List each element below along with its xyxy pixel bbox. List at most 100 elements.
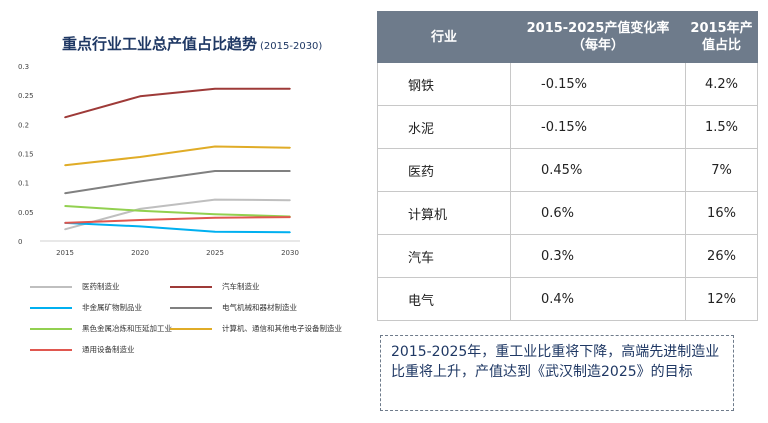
legend-item: 非金属矿物制品业 (30, 302, 142, 313)
legend-swatch (170, 328, 212, 330)
table-cell: 16% (685, 191, 758, 235)
data-point (64, 205, 66, 207)
data-point (214, 213, 216, 215)
legend-label: 计算机、通信和其他电子设备制造业 (222, 324, 342, 333)
table-cell: 12% (685, 277, 758, 321)
y-tick-label: 0.15 (18, 151, 34, 159)
y-tick-label: 0.1 (18, 180, 29, 188)
data-point (139, 180, 141, 183)
table-cell: -0.15% (510, 62, 686, 106)
series-line (64, 87, 290, 119)
table-cell: 0.4% (510, 277, 686, 321)
y-tick-label: 0.05 (18, 209, 34, 217)
data-point (214, 198, 216, 201)
data-point (139, 156, 141, 158)
industry-table: 行业 2015-2025产值变化率（每年） 2015年产值占比 钢铁 -0.15%… (377, 11, 758, 321)
data-point (289, 146, 291, 149)
table-row: 计算机 0.6% 16% (377, 191, 758, 235)
y-tick-label: 0 (18, 238, 22, 246)
table-row: 钢铁 -0.15% 4.2% (377, 62, 758, 106)
series-line (64, 216, 291, 224)
table-row: 水泥 -0.15% 1.5% (377, 105, 758, 149)
table-cell: 水泥 (377, 105, 511, 149)
data-point (214, 87, 216, 90)
table-cell: -0.15% (510, 105, 686, 149)
legend-label: 电气机械和器材制造业 (222, 303, 297, 312)
data-point (214, 230, 216, 233)
legend-swatch (30, 286, 72, 288)
table-cell: 7% (685, 148, 758, 192)
table-header-row: 行业 2015-2025产值变化率（每年） 2015年产值占比 (377, 11, 758, 63)
legend-item: 电气机械和器材制造业 (170, 302, 297, 313)
table-cell: 0.3% (510, 234, 686, 278)
table-cell: 0.45% (510, 148, 686, 192)
legend-swatch (30, 328, 72, 330)
data-point (64, 116, 66, 119)
table-cell: 电气 (377, 277, 511, 321)
legend-label: 非金属矿物制品业 (82, 303, 142, 312)
table-cell: 医药 (377, 148, 511, 192)
table-cell: 1.5% (685, 105, 758, 149)
summary-box: 2015-2025年，重工业比重将下降，高端先进制造业比重将上升，产值达到《武汉… (380, 335, 734, 411)
data-point (139, 219, 141, 221)
legend-label: 通用设备制造业 (82, 345, 135, 354)
y-tick-label: 0.3 (18, 63, 29, 71)
legend-label: 黑色金属冶炼和压延加工业 (82, 324, 172, 333)
x-tick-label: 2025 (206, 249, 224, 257)
legend-item: 通用设备制造业 (30, 344, 135, 355)
y-tick-label: 0.2 (18, 121, 29, 129)
legend-swatch (30, 349, 72, 351)
legend-label: 医药制造业 (82, 282, 120, 291)
data-point (64, 192, 66, 194)
x-tick-label: 2020 (131, 249, 149, 257)
data-point (139, 225, 141, 228)
data-point (214, 145, 216, 148)
chart-title: 重点行业工业总产值占比趋势 (2015-2030) (62, 35, 323, 53)
y-tick-label: 0.25 (18, 92, 34, 100)
series-line (64, 198, 291, 231)
data-point (64, 228, 66, 231)
summary-text: 2015-2025年，重工业比重将下降，高端先进制造业比重将上升，产值达到《武汉… (391, 344, 720, 380)
data-point (289, 199, 291, 201)
table-header: 行业 (377, 11, 511, 63)
data-point (214, 170, 216, 172)
series-line (64, 170, 290, 195)
table-cell: 汽车 (377, 234, 511, 278)
data-point (139, 95, 141, 98)
table-header: 2015年产值占比 (685, 11, 758, 63)
chart-panel: 重点行业工业总产值占比趋势 (2015-2030) 0 0.05 0.1 0.15 0.2… (0, 0, 360, 423)
data-point (289, 170, 291, 172)
x-tick-label: 2015 (56, 249, 74, 257)
legend-item: 黑色金属冶炼和压延加工业 (30, 323, 172, 334)
table-cell: 钢铁 (377, 62, 511, 106)
data-point (139, 208, 141, 210)
data-point (289, 231, 291, 234)
legend-label: 汽车制造业 (222, 282, 260, 291)
data-point (64, 164, 66, 166)
legend-swatch (170, 286, 212, 288)
legend-item: 计算机、通信和其他电子设备制造业 (170, 323, 342, 334)
legend-item: 汽车制造业 (170, 281, 260, 292)
series-line (64, 145, 291, 167)
table-row: 汽车 0.3% 26% (377, 234, 758, 278)
legend-item: 医药制造业 (30, 281, 120, 292)
data-point (289, 87, 291, 90)
legend-swatch (170, 307, 212, 309)
table-cell: 26% (685, 234, 758, 278)
data-point (64, 222, 66, 224)
table-row: 电气 0.4% 12% (377, 277, 758, 321)
line-chart: 0 0.05 0.1 0.15 0.2 0.25 0.3 2015 2020 2025 2030 (18, 63, 300, 257)
legend-swatch (30, 307, 72, 309)
series-line (64, 205, 291, 218)
series-line (64, 221, 291, 234)
table-cell: 4.2% (685, 62, 758, 106)
table-row: 医药 0.45% 7% (377, 148, 758, 192)
table-header: 2015-2025产值变化率（每年） (510, 11, 686, 63)
table-cell: 计算机 (377, 191, 511, 235)
data-point (214, 216, 216, 219)
chart-subtitle: (2015-2030) (260, 41, 323, 52)
x-tick-label: 2030 (281, 249, 299, 257)
table-cell: 0.6% (510, 191, 686, 235)
data-point (139, 209, 141, 212)
data-point (289, 216, 291, 218)
